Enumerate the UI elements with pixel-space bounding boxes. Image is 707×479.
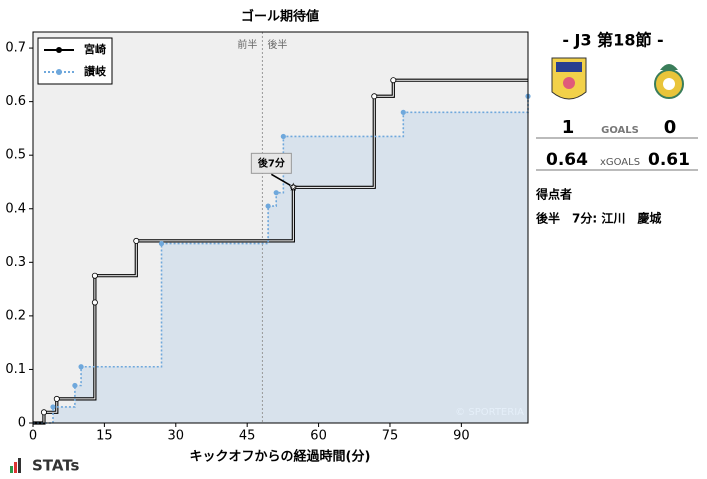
shot-marker [273, 190, 279, 196]
away-xg: 0.61 [648, 150, 690, 170]
goal-label-box [250, 152, 292, 174]
home-goals: 1 [562, 117, 575, 138]
goals-label: GOALS [601, 125, 639, 136]
shot-marker [390, 77, 397, 84]
shot-marker [265, 203, 271, 209]
xg-label: xGOALS [600, 157, 640, 168]
shot-marker [91, 272, 98, 279]
half-label: 後半 [267, 38, 287, 51]
home-xg: 0.64 [546, 150, 588, 170]
x-tick-label: 45 [239, 429, 256, 444]
brand-icon [10, 458, 21, 473]
y-tick-label: 0.1 [5, 362, 26, 377]
y-tick-label: 0.2 [5, 308, 26, 323]
shot-marker [133, 237, 140, 244]
y-tick-label: 0.6 [5, 94, 26, 109]
shot-marker [158, 240, 165, 247]
scorers-title: 得点者 [535, 187, 572, 202]
area [33, 96, 528, 423]
x-tick-label: 30 [168, 429, 185, 444]
credit: © SPORTERIA [455, 407, 524, 418]
y-tick-label: 0.5 [5, 148, 26, 163]
x-tick-label: 60 [310, 429, 327, 444]
legend-label: 宮崎 [84, 42, 106, 56]
legend-label: 讃岐 [84, 64, 107, 78]
legend-marker [56, 69, 62, 75]
away-logo [654, 64, 684, 99]
x-axis-label: キックオフからの経過時間(分) [190, 449, 371, 465]
shot-marker [371, 93, 378, 100]
match-title: - J3 第18節 - [562, 31, 663, 50]
x-tick-label: 0 [29, 429, 37, 444]
brand: STATs [32, 457, 80, 475]
x-tick-label: 90 [453, 429, 470, 444]
plot-frame [32, 31, 529, 424]
shot-marker [40, 409, 47, 416]
shot-marker [72, 382, 78, 389]
step-line [33, 79, 528, 424]
x-tick-label: 75 [382, 429, 399, 444]
shot-marker [78, 364, 84, 370]
plot-background [33, 32, 528, 423]
goal-star: ★ [289, 183, 297, 193]
half-label: 前半 [237, 38, 257, 51]
shot-marker [50, 404, 56, 410]
away-goals: 0 [664, 117, 677, 138]
y-tick-label: 0.3 [5, 255, 26, 270]
legend-marker [56, 47, 62, 53]
shot-marker [53, 395, 60, 402]
goal-arrow [270, 173, 291, 186]
y-tick-label: 0.4 [5, 201, 26, 216]
step-line [33, 96, 529, 424]
shot-marker [290, 184, 297, 191]
chart-title: ゴール期待値 [241, 9, 319, 25]
scorer: 後半 7分: 江川 慶城 [536, 211, 661, 226]
shot-marker [280, 133, 286, 140]
goal-label: 後7分 [258, 156, 285, 169]
shot-marker [91, 299, 98, 306]
shot-marker [400, 109, 406, 115]
home-logo [551, 57, 587, 100]
x-tick-label: 15 [96, 429, 113, 444]
legend-box [37, 37, 113, 85]
y-tick-label: 0 [18, 416, 26, 431]
y-tick-label: 0.7 [5, 41, 26, 56]
